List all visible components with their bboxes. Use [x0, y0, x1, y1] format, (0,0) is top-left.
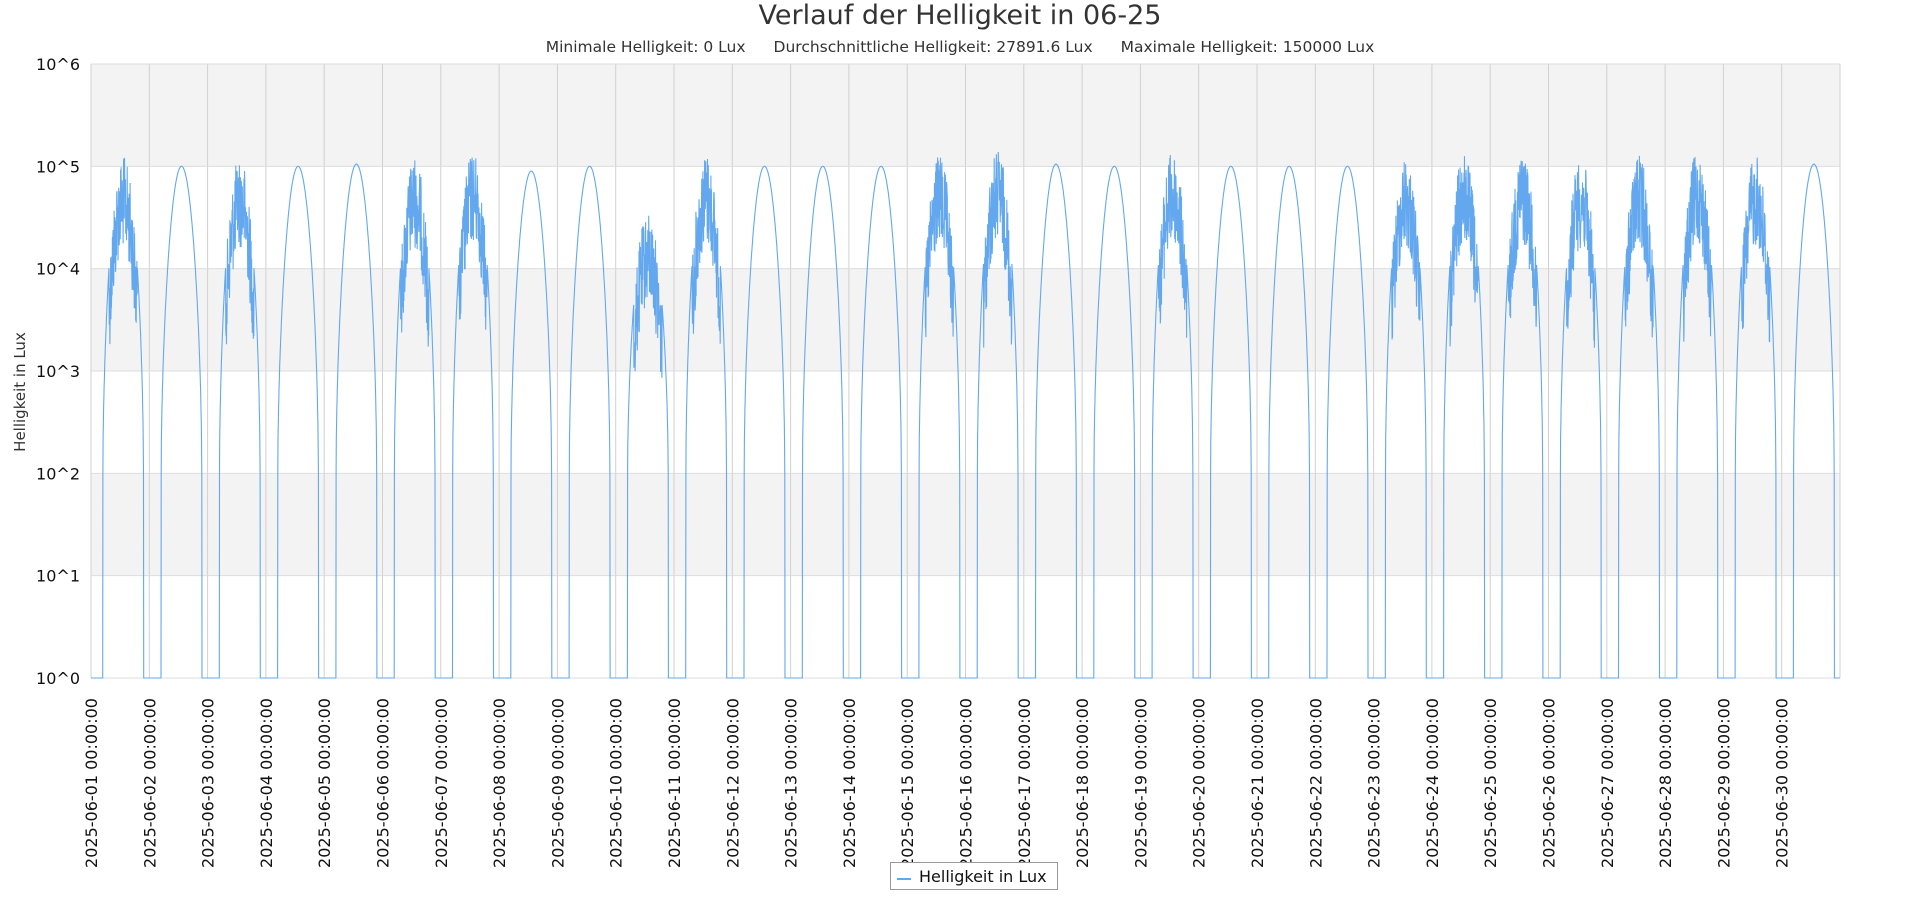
- x-tick-label: 2025-06-24 00:00:00: [1423, 698, 1442, 868]
- x-tick-label: 2025-06-03 00:00:00: [199, 698, 218, 868]
- series-layer: [91, 151, 1840, 679]
- y-axis-ticks: 10^0 10^1 10^2 10^3 10^4 10^5 10^6: [36, 55, 80, 688]
- max-brightness-label: Maximale Helligkeit: 150000 Lux: [1120, 38, 1375, 56]
- x-tick-label: 2025-06-15 00:00:00: [898, 698, 917, 868]
- x-tick-label: 2025-06-17 00:00:00: [1015, 698, 1034, 868]
- x-tick-label: 2025-06-26 00:00:00: [1540, 698, 1559, 868]
- x-tick-label: 2025-06-30 00:00:00: [1773, 698, 1792, 868]
- x-tick-label: 2025-06-10 00:00:00: [607, 698, 626, 868]
- legend-swatch: [897, 878, 911, 880]
- avg-brightness-label: Durchschnittliche Helligkeit: 27891.6 Lu…: [773, 38, 1093, 56]
- legend-label: Helligkeit in Lux: [919, 866, 1047, 886]
- min-brightness-label: Minimale Helligkeit: 0 Lux: [545, 38, 746, 56]
- y-tick-label: 10^0: [36, 669, 80, 688]
- x-tick-label: 2025-06-20 00:00:00: [1190, 698, 1209, 868]
- x-tick-label: 2025-06-09 00:00:00: [548, 698, 567, 868]
- x-tick-label: 2025-06-08 00:00:00: [490, 698, 509, 868]
- chart-title: Verlauf der Helligkeit in 06-25: [758, 0, 1162, 31]
- y-tick-label: 10^5: [36, 157, 80, 176]
- x-tick-label: 2025-06-05 00:00:00: [315, 698, 334, 868]
- x-tick-label: 2025-06-11 00:00:00: [665, 698, 684, 868]
- x-tick-label: 2025-06-01 00:00:00: [82, 698, 101, 868]
- x-tick-label: 2025-06-06 00:00:00: [374, 698, 393, 868]
- legend: Helligkeit in Lux: [890, 862, 1058, 890]
- x-axis-ticks: 2025-06-01 00:00:00 2025-06-02 00:00:00 20…: [82, 698, 1792, 868]
- x-tick-label: 2025-06-25 00:00:00: [1481, 698, 1500, 868]
- x-tick-label: 2025-06-22 00:00:00: [1306, 698, 1325, 868]
- x-tick-label: 2025-06-27 00:00:00: [1598, 698, 1617, 868]
- x-tick-label: 2025-06-02 00:00:00: [140, 698, 159, 868]
- x-tick-label: 2025-06-19 00:00:00: [1131, 698, 1150, 868]
- chart-subtitle: Minimale Helligkeit: 0 Lux Durchschnittli…: [0, 38, 1920, 56]
- x-tick-label: 2025-06-07 00:00:00: [432, 698, 451, 868]
- y-axis-title: Helligkeit in Lux: [11, 332, 29, 452]
- y-tick-label: 10^4: [36, 260, 80, 279]
- x-tick-label: 2025-06-13 00:00:00: [782, 698, 801, 868]
- y-tick-label: 10^3: [36, 362, 80, 381]
- y-tick-label: 10^1: [36, 567, 80, 586]
- y-tick-label: 10^6: [36, 55, 80, 74]
- x-tick-label: 2025-06-14 00:00:00: [840, 698, 859, 868]
- x-tick-label: 2025-06-18 00:00:00: [1073, 698, 1092, 868]
- x-tick-label: 2025-06-04 00:00:00: [257, 698, 276, 868]
- x-tick-label: 2025-06-28 00:00:00: [1656, 698, 1675, 868]
- x-tick-label: 2025-06-29 00:00:00: [1714, 698, 1733, 868]
- x-tick-label: 2025-06-12 00:00:00: [723, 698, 742, 868]
- y-tick-label: 10^2: [36, 464, 80, 483]
- x-tick-label: 2025-06-23 00:00:00: [1365, 698, 1384, 868]
- x-tick-label: 2025-06-21 00:00:00: [1248, 698, 1267, 868]
- series-line-helligkeit: [91, 151, 1840, 679]
- x-tick-label: 2025-06-16 00:00:00: [957, 698, 976, 868]
